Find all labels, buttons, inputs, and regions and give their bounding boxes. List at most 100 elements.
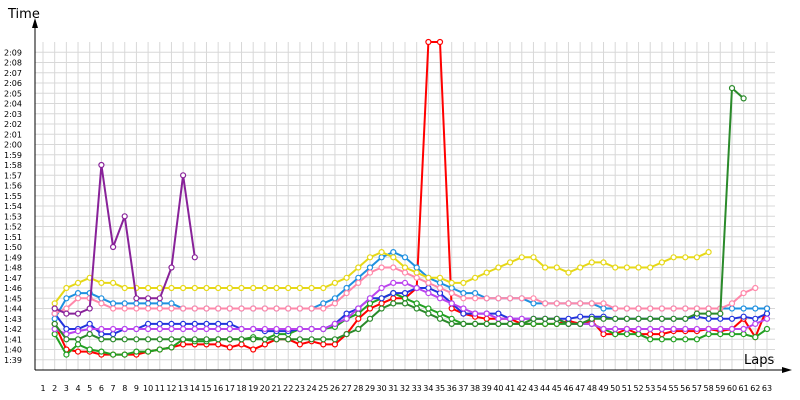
data-point — [331, 295, 338, 302]
data-point — [273, 336, 280, 343]
y-tick-label: 1:55 — [4, 192, 22, 201]
y-tick-label: 1:54 — [4, 202, 22, 211]
x-tick-label: 47 — [575, 384, 585, 393]
data-point — [366, 264, 374, 271]
data-point — [109, 336, 117, 343]
data-point — [763, 325, 771, 333]
y-tick-label: 1:53 — [4, 212, 22, 221]
data-point — [168, 284, 175, 292]
x-tick-label: 45 — [552, 384, 562, 393]
data-point — [238, 325, 245, 333]
data-point — [226, 284, 233, 292]
data-point — [717, 325, 724, 333]
x-tick-label: 29 — [365, 384, 375, 393]
data-point — [436, 284, 444, 292]
data-point — [670, 254, 677, 261]
x-tick-label: 33 — [412, 384, 422, 393]
x-tick-label: 35 — [435, 384, 445, 393]
data-point — [623, 331, 631, 338]
data-point — [693, 310, 701, 317]
data-point — [401, 269, 409, 276]
data-point — [273, 305, 280, 312]
x-tick-label: 44 — [540, 384, 550, 393]
y-tick-label: 2:09 — [4, 48, 22, 57]
data-point — [226, 325, 233, 333]
data-point — [226, 344, 233, 351]
data-point — [261, 325, 268, 333]
data-point — [343, 284, 350, 292]
x-tick-label: 20 — [260, 384, 270, 393]
data-point — [343, 274, 350, 281]
data-point — [600, 315, 607, 322]
data-point — [156, 336, 163, 343]
data-point — [507, 315, 514, 322]
data-point — [565, 315, 572, 322]
data-point — [74, 295, 82, 302]
data-point — [483, 315, 490, 322]
data-point — [436, 274, 444, 281]
data-point — [366, 269, 374, 276]
x-tick-label: 1 — [40, 384, 45, 393]
y-tick-label: 1:47 — [4, 274, 22, 283]
data-point — [320, 284, 327, 292]
data-point — [541, 315, 549, 322]
data-point — [705, 331, 712, 338]
y-tick-label: 1:49 — [4, 253, 22, 262]
data-point — [331, 320, 338, 327]
data-point — [472, 320, 479, 327]
data-point — [51, 315, 58, 322]
data-point — [401, 264, 409, 271]
data-point — [215, 336, 222, 343]
data-point — [670, 305, 677, 312]
data-point — [63, 325, 70, 333]
data-point — [390, 264, 397, 271]
data-point — [250, 346, 257, 353]
series-line — [51, 161, 198, 317]
data-point — [425, 290, 432, 297]
x-tick-label: 26 — [330, 384, 340, 393]
data-point — [308, 284, 315, 292]
y-tick-label: 1:51 — [4, 233, 22, 242]
data-point — [320, 336, 327, 343]
data-point — [600, 331, 607, 338]
data-point — [378, 284, 385, 292]
data-point — [168, 344, 175, 351]
data-point — [133, 325, 140, 333]
x-axis-title: Laps — [744, 353, 774, 368]
data-point — [180, 172, 187, 179]
data-point — [86, 320, 93, 327]
data-point — [577, 313, 584, 320]
data-point — [600, 300, 607, 307]
data-point — [238, 284, 245, 292]
data-point — [425, 279, 432, 286]
data-point — [296, 325, 303, 333]
data-point — [109, 300, 117, 307]
data-point — [215, 325, 222, 333]
data-point — [74, 341, 82, 348]
data-point — [390, 254, 397, 261]
data-point — [238, 305, 245, 312]
data-point — [51, 320, 58, 327]
data-point — [740, 95, 747, 102]
data-point — [355, 274, 362, 281]
data-point — [191, 336, 198, 343]
data-point — [635, 331, 642, 338]
x-tick-label: 55 — [668, 384, 678, 393]
data-point — [460, 279, 467, 286]
data-point — [180, 284, 187, 292]
series-line — [51, 84, 747, 343]
y-tick-label: 1:42 — [4, 325, 22, 334]
x-tick-label: 52 — [633, 384, 643, 393]
data-point — [133, 295, 140, 302]
data-point — [507, 320, 514, 327]
data-point — [261, 305, 268, 312]
data-point — [647, 305, 654, 312]
data-point — [390, 290, 397, 297]
data-point — [577, 300, 584, 307]
data-point — [343, 290, 350, 297]
data-point — [145, 295, 152, 302]
data-point — [63, 336, 70, 343]
y-tick-label: 1:41 — [4, 335, 22, 344]
data-point — [98, 325, 105, 333]
data-point — [448, 279, 455, 286]
